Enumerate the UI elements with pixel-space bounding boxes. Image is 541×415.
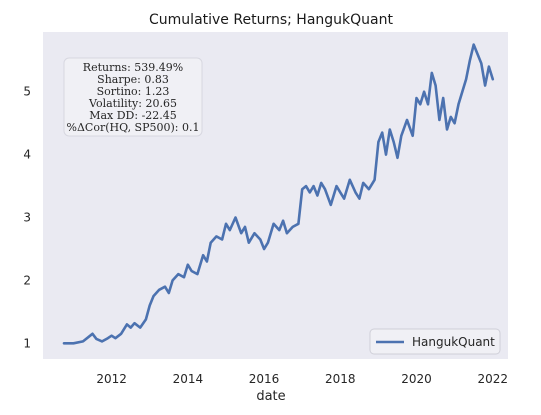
stats-sortino: Sortino: 1.23	[97, 85, 170, 98]
chart-title: Cumulative Returns; HangukQuant	[149, 12, 393, 28]
legend-box	[369, 328, 501, 355]
stats-volatility: Volatility: 20.65	[88, 97, 177, 110]
x-tick-label: 2012	[96, 372, 127, 386]
stats-box-background	[63, 57, 203, 137]
stats-box: Returns: 539.49% Sharpe: 0.83 Sortino: 1…	[63, 57, 203, 137]
stats-correlation: %ΔCor(HQ, SP500): 0.1	[67, 121, 200, 134]
y-tick-label: 2	[23, 273, 31, 287]
legend: HangukQuant	[369, 328, 501, 355]
x-tick-label: 2014	[173, 372, 204, 386]
x-tick-label: 2018	[325, 372, 356, 386]
stats-returns: Returns: 539.49%	[83, 61, 183, 74]
y-axis-ticks: 1 2 3 4 5	[23, 85, 31, 351]
y-tick-label: 5	[23, 85, 31, 99]
y-tick-label: 3	[23, 211, 31, 225]
stats-sharpe: Sharpe: 0.83	[97, 73, 169, 86]
y-tick-label: 4	[23, 148, 31, 162]
legend-label-hangukquant: HangukQuant	[412, 335, 495, 349]
x-axis-label: date	[256, 389, 285, 404]
stats-max-dd: Max DD: -22.45	[89, 109, 177, 122]
x-tick-label: 2016	[249, 372, 280, 386]
y-tick-label: 1	[23, 336, 31, 350]
x-axis-ticks: 2012 2014 2016 2018 2020 2022	[96, 372, 508, 386]
x-tick-label: 2020	[401, 372, 432, 386]
x-tick-label: 2022	[477, 372, 508, 386]
series-line-hangukquant	[62, 43, 495, 345]
